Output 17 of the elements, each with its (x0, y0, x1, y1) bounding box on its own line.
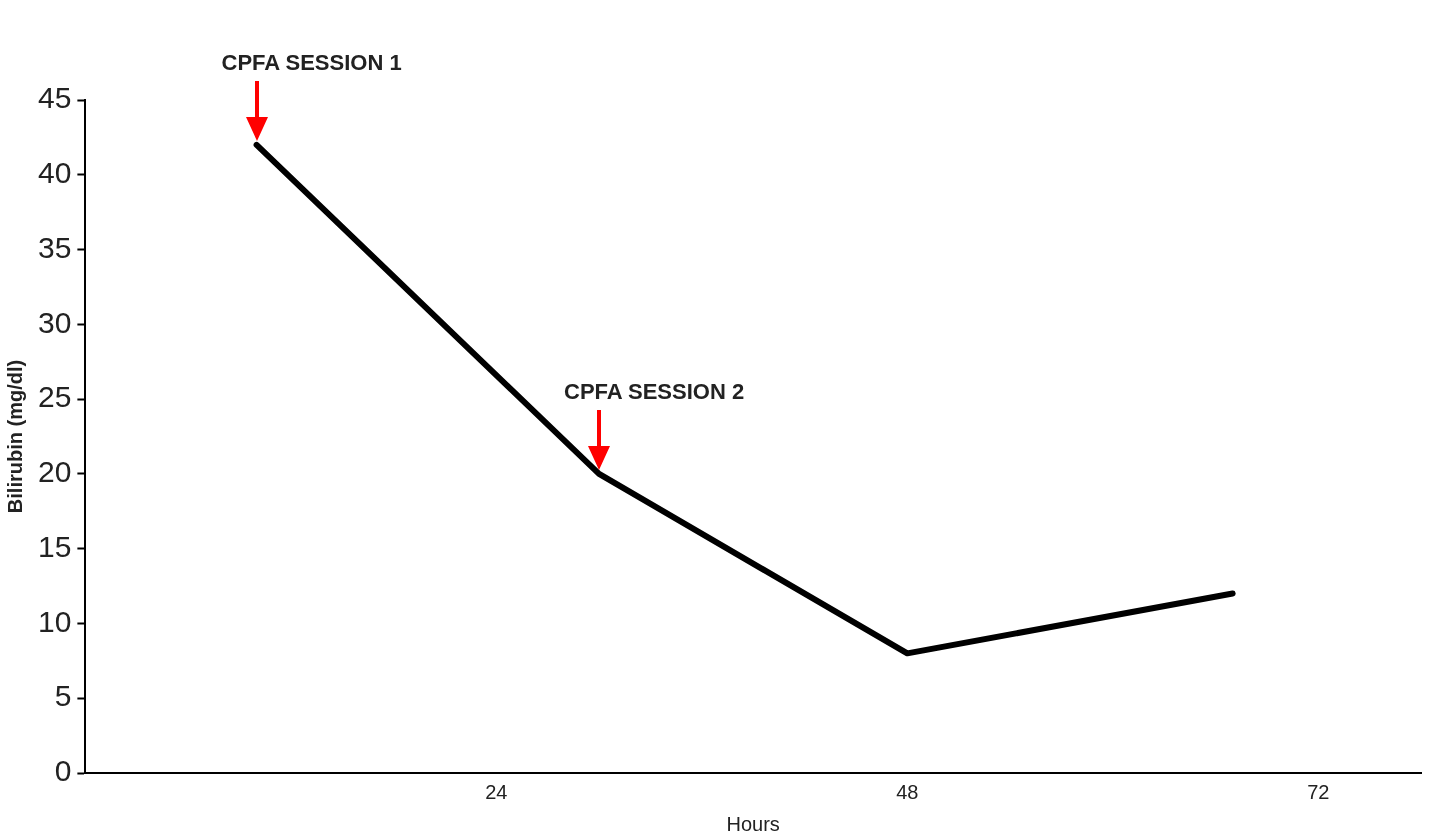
annotation: CPFA SESSION 2 (564, 378, 745, 404)
text: CPFA SESSION 1 (221, 49, 402, 75)
y-tick-label: 40 (37, 156, 72, 190)
x-axis-title: Hours (726, 812, 780, 835)
y-tick-label: 35 (37, 230, 72, 264)
x-tick-label: 24 (485, 780, 508, 803)
y-tick-label: 20 (37, 455, 72, 489)
x-tick-label: 48 (896, 780, 919, 803)
y-axis-title: Bilirubin (mg/dl) (3, 359, 26, 514)
y-tick-label: 25 (37, 380, 72, 414)
y-tick-label: 0 (54, 754, 72, 788)
y-tick-label: 10 (37, 604, 72, 638)
y-tick-label: 45 (37, 81, 72, 115)
y-tick-label: 5 (54, 679, 72, 713)
y-tick-label: 15 (37, 529, 72, 563)
x-tick-label: 72 (1307, 780, 1330, 803)
y-tick-label: 30 (37, 305, 72, 339)
